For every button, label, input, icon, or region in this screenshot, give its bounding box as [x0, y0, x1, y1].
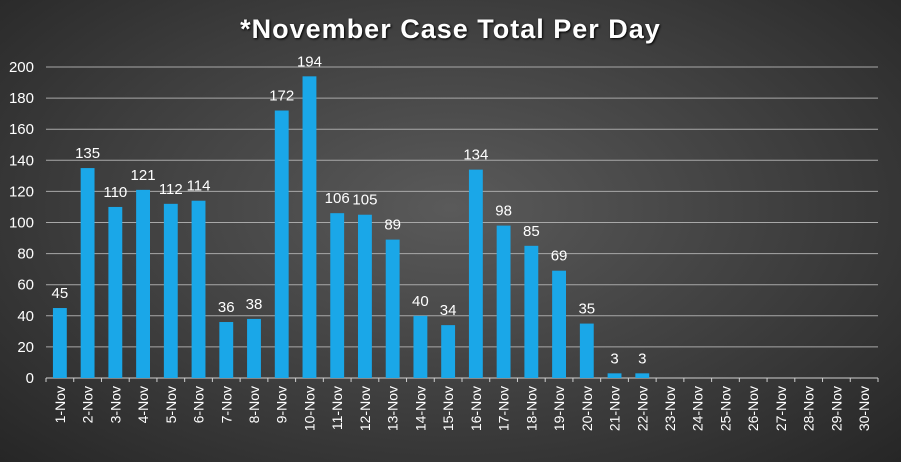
- data-label: 3: [638, 350, 646, 367]
- data-label: 69: [551, 248, 568, 265]
- y-tick-label: 100: [9, 215, 34, 232]
- bar: [191, 200, 206, 378]
- bar: [52, 308, 67, 378]
- y-tick-label: 200: [9, 59, 34, 76]
- x-tick-label: 14-Nov: [412, 386, 428, 431]
- x-tick-label: 9-Nov: [274, 386, 290, 423]
- data-label: 134: [463, 147, 488, 164]
- y-tick-label: 160: [9, 121, 34, 138]
- bars: [52, 76, 650, 378]
- bar: [607, 373, 622, 378]
- data-label: 98: [495, 203, 512, 220]
- data-label: 110: [103, 184, 127, 201]
- bar: [358, 214, 372, 378]
- data-label: 3: [610, 350, 618, 367]
- x-tick-label: 18-Nov: [523, 386, 539, 431]
- x-tick-label: 20-Nov: [579, 386, 595, 431]
- bar: [635, 373, 650, 378]
- x-tick-label: 6-Nov: [191, 386, 207, 423]
- x-tick-label: 1-Nov: [52, 386, 68, 423]
- bar: [524, 245, 539, 378]
- y-tick-label: 80: [17, 246, 34, 263]
- data-label: 40: [412, 293, 429, 310]
- bar: [274, 110, 289, 378]
- x-tick-label: 7-Nov: [218, 386, 234, 423]
- chart-title: *November Case Total Per Day: [240, 14, 661, 44]
- bar: [302, 76, 317, 378]
- data-label: 38: [246, 296, 263, 313]
- x-tick-label: 2-Nov: [80, 386, 96, 423]
- bar: [385, 239, 400, 378]
- x-tick-label: 19-Nov: [551, 386, 567, 431]
- bar: [468, 169, 483, 378]
- x-tick-label: 4-Nov: [135, 386, 151, 423]
- x-tick-label: 26-Nov: [745, 386, 761, 431]
- x-tick-label: 23-Nov: [662, 386, 678, 431]
- x-tick-label: 24-Nov: [690, 386, 706, 431]
- bar: [247, 318, 261, 378]
- bar: [413, 315, 428, 378]
- data-label: 35: [578, 301, 595, 318]
- y-tick-label: 40: [17, 308, 34, 325]
- y-tick-label: 180: [9, 90, 34, 107]
- bar: [219, 322, 234, 378]
- data-label: 36: [218, 299, 235, 316]
- y-tick-label: 60: [17, 277, 34, 294]
- data-label: 135: [75, 145, 100, 162]
- x-tick-label: 5-Nov: [163, 386, 179, 423]
- data-label: 194: [297, 53, 322, 70]
- x-tick-label: 21-Nov: [607, 386, 623, 431]
- bar: [496, 225, 511, 378]
- gridlines: [46, 66, 878, 379]
- data-label: 105: [352, 192, 377, 209]
- data-label: 34: [440, 302, 457, 319]
- bar: [441, 325, 456, 378]
- data-label: 114: [187, 178, 211, 195]
- y-tick-label: 140: [9, 152, 34, 169]
- x-tick-label: 22-Nov: [634, 386, 650, 431]
- data-label: 172: [269, 88, 294, 105]
- x-tick-label: 17-Nov: [496, 386, 512, 431]
- y-tick-label: 120: [9, 183, 34, 200]
- x-tick-label: 8-Nov: [246, 386, 262, 423]
- data-label: 89: [384, 217, 401, 234]
- data-label: 85: [523, 223, 540, 240]
- x-tick-label: 12-Nov: [357, 386, 373, 431]
- bar: [136, 189, 150, 378]
- y-axis-ticks: 0 20 40 60 80 100 120 140 160 180 200: [9, 59, 34, 387]
- x-tick-label: 30-Nov: [856, 386, 872, 431]
- x-tick-label: 3-Nov: [107, 386, 123, 423]
- x-tick-label: 27-Nov: [773, 386, 789, 431]
- bar: [80, 168, 95, 378]
- y-tick-label: 20: [17, 339, 34, 356]
- x-tick-label: 13-Nov: [385, 386, 401, 431]
- data-label: 112: [159, 181, 183, 198]
- bar: [579, 323, 594, 378]
- x-tick-label: 29-Nov: [828, 386, 844, 431]
- x-tick-label: 10-Nov: [301, 386, 317, 431]
- x-tick-label: 11-Nov: [329, 386, 345, 430]
- bar: [330, 213, 345, 378]
- data-label: 106: [325, 190, 350, 207]
- x-tick-label: 28-Nov: [801, 386, 817, 431]
- x-tick-label: 25-Nov: [717, 386, 733, 431]
- x-axis-ticks: 1-Nov 2-Nov 3-Nov 4-Nov 5-Nov 6-Nov 7-Nov 8-Nov…: [45, 378, 879, 431]
- bar: [163, 203, 178, 378]
- data-label: 121: [131, 167, 156, 184]
- data-label: 45: [52, 285, 69, 302]
- x-tick-label: 16-Nov: [468, 386, 484, 431]
- x-tick-label: 15-Nov: [440, 386, 456, 431]
- bar: [108, 206, 123, 378]
- bar: [552, 270, 566, 378]
- y-tick-label: 0: [26, 370, 34, 387]
